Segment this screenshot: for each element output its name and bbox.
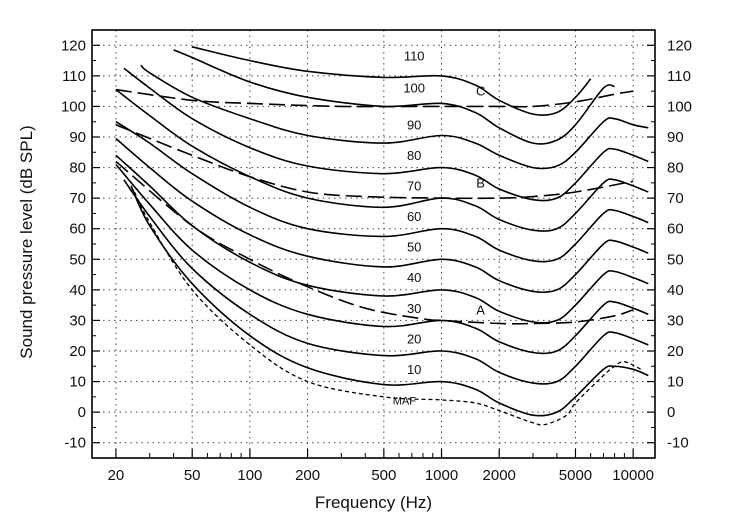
y-tick-label-left: -10 [64, 435, 86, 452]
x-tick-label: 5000 [559, 467, 592, 484]
contour-label-maf: MAF [393, 396, 417, 408]
y-tick-label-left: 0 [78, 404, 86, 421]
y-tick-label-left: 110 [62, 68, 86, 85]
curve-labels: 110 100 90 80 70 60 50 40 30 20 10 MAF C B A [393, 49, 486, 408]
contour-label-110: 110 [404, 49, 425, 64]
contour-label-40: 40 [407, 270, 421, 285]
contour-label-100: 100 [403, 81, 425, 96]
y-tick-label-right: 110 [667, 68, 691, 85]
x-tick-label: 20 [108, 467, 125, 484]
y-tick-label-left: 60 [69, 221, 86, 238]
contour-110 [192, 46, 592, 117]
y-tick-label-left: 100 [61, 98, 86, 115]
contour-label-10: 10 [407, 362, 421, 377]
y-tick-label-left: 80 [69, 160, 86, 177]
y-tick-label-left: 50 [69, 251, 86, 268]
y-tick-label-left: 70 [69, 190, 86, 207]
weighting-curve-c [115, 88, 634, 108]
y-axis-label: Sound pressure level (dB SPL) [17, 125, 36, 358]
contour-label-30: 30 [407, 301, 421, 316]
weighting-curves [115, 88, 634, 325]
x-tick-label: 200 [295, 467, 320, 484]
x-tick-label: 10000 [612, 467, 654, 484]
y-tick-label-right: 100 [667, 98, 692, 115]
x-tick-label: 100 [237, 467, 262, 484]
contour-curves [115, 46, 649, 426]
y-tick-label-right: 50 [667, 251, 684, 268]
y-tick-label-right: 30 [667, 312, 684, 329]
y-tick-label-left: 30 [69, 312, 86, 329]
contour-label-60: 60 [407, 209, 421, 224]
weighting-label-b: B [476, 175, 485, 190]
x-axis-label: Frequency (Hz) [315, 493, 432, 512]
y-tick-label-left: 90 [69, 129, 86, 146]
contour-40 [115, 154, 649, 324]
contour-20 [123, 179, 649, 385]
y-tick-label-left: 40 [69, 282, 86, 299]
contour-30 [115, 163, 649, 355]
y-tick-label-left: 20 [69, 343, 86, 360]
y-tick-label-right: 20 [667, 343, 684, 360]
contour-70 [115, 88, 649, 232]
weighting-curve-a [115, 160, 634, 325]
x-tick-label: 1000 [425, 467, 458, 484]
grid [92, 30, 655, 458]
y-tick-label-right: 10 [667, 374, 684, 391]
y-tick-label-right: 120 [667, 37, 692, 54]
contour-80 [123, 67, 649, 202]
contour-label-90: 90 [407, 117, 421, 132]
y-tick-label-right: 60 [667, 221, 684, 238]
y-tick-label-right: 80 [667, 160, 684, 177]
weighting-label-a: A [476, 302, 485, 317]
contour-maf [133, 191, 642, 426]
axis-ticks: 20 50 100 200 500 1000 2000 5000 10000 -10 -10 0 0 10… [61, 37, 692, 484]
contour-50 [115, 137, 649, 294]
x-tick-label: 2000 [483, 467, 516, 484]
contour-label-50: 50 [407, 240, 421, 255]
y-tick-label-left: 10 [69, 374, 86, 391]
x-tick-label: 500 [371, 467, 396, 484]
y-tick-label-right: 40 [667, 282, 684, 299]
y-tick-label-right: 0 [667, 404, 675, 421]
y-tick-label-left: 120 [61, 37, 86, 54]
weighting-curve-b [115, 124, 634, 200]
weighting-label-c: C [476, 84, 485, 99]
contour-label-80: 80 [407, 148, 421, 163]
contour-label-70: 70 [407, 179, 421, 194]
contour-60 [115, 121, 649, 263]
x-tick-label: 50 [184, 467, 201, 484]
contour-label-20: 20 [407, 331, 421, 346]
contour-10 [130, 185, 649, 417]
y-tick-label-right: 90 [667, 129, 684, 146]
contour-100 [173, 49, 615, 145]
y-tick-label-right: -10 [667, 435, 689, 452]
y-tick-label-right: 70 [667, 190, 684, 207]
contour-90 [140, 64, 649, 170]
